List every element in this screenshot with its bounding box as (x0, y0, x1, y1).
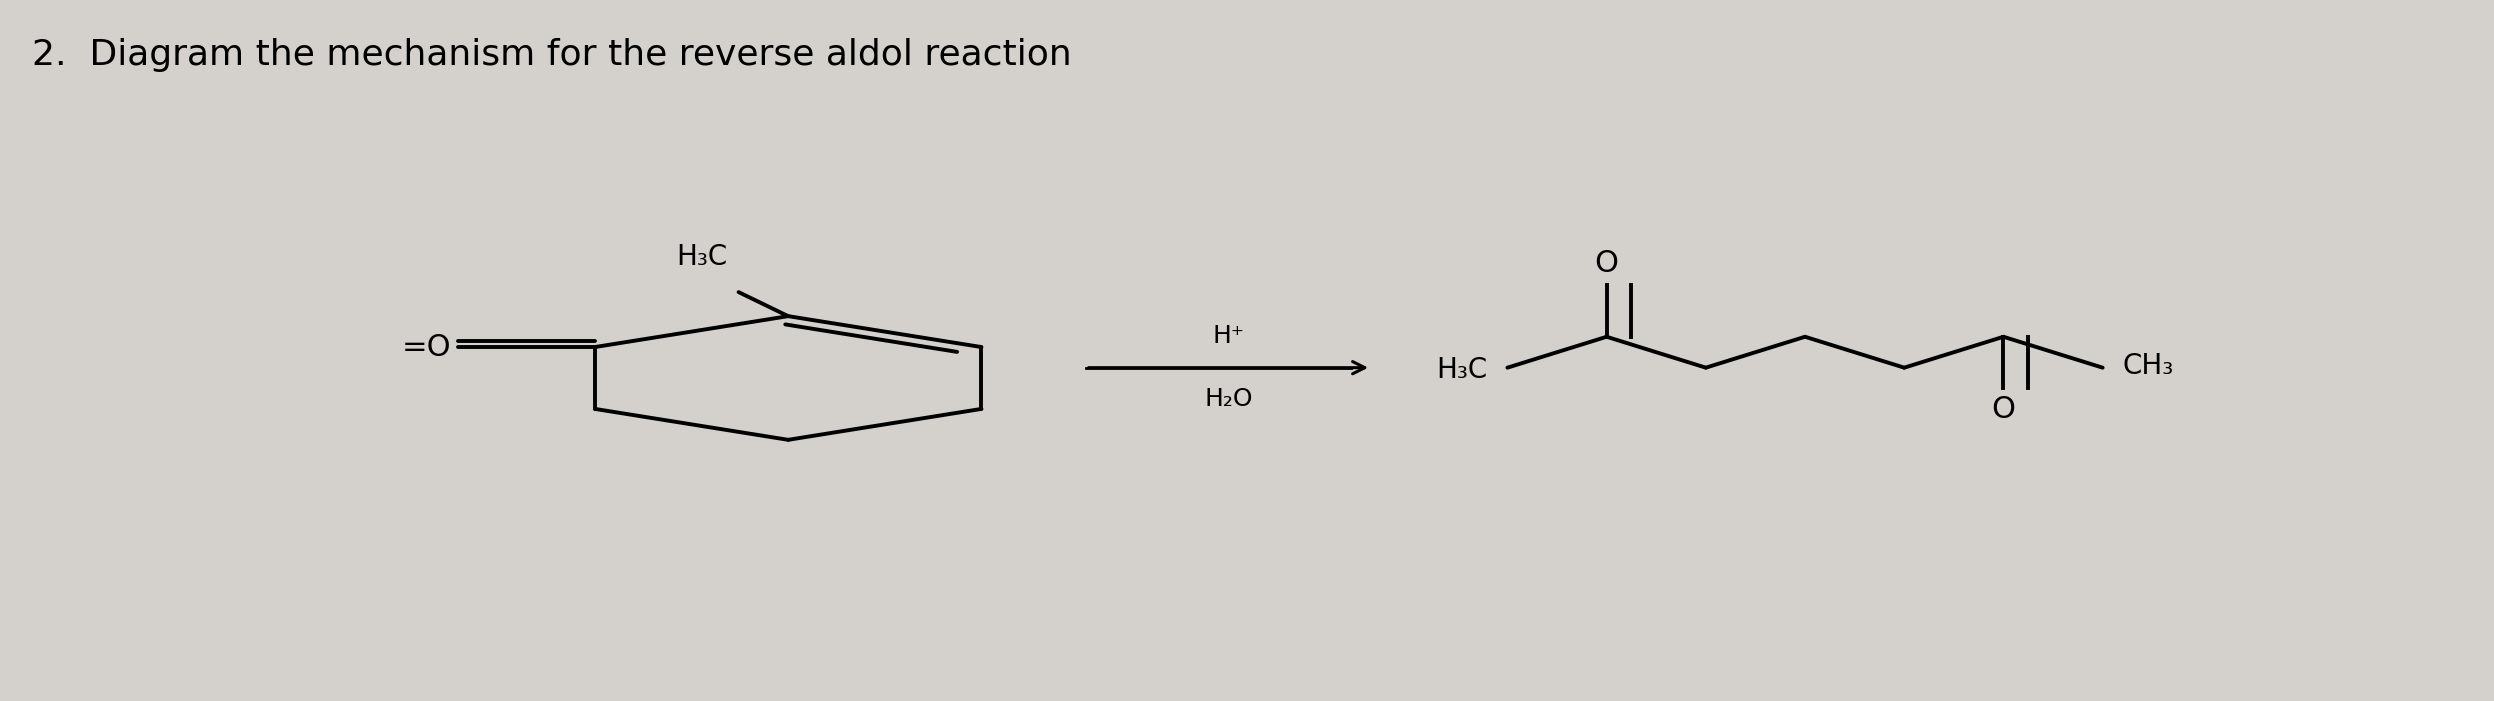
Text: O: O (1594, 250, 1619, 278)
Text: CH₃: CH₃ (2122, 352, 2175, 380)
Text: =O: =O (402, 332, 451, 362)
Text: O: O (1990, 395, 2015, 424)
Text: 2.  Diagram the mechanism for the reverse aldol reaction: 2. Diagram the mechanism for the reverse… (32, 38, 1072, 72)
Text: H₃C: H₃C (676, 243, 726, 271)
Text: H₂O: H₂O (1205, 387, 1252, 411)
Text: H₃C: H₃C (1437, 355, 1486, 383)
Text: H⁺: H⁺ (1212, 325, 1245, 348)
